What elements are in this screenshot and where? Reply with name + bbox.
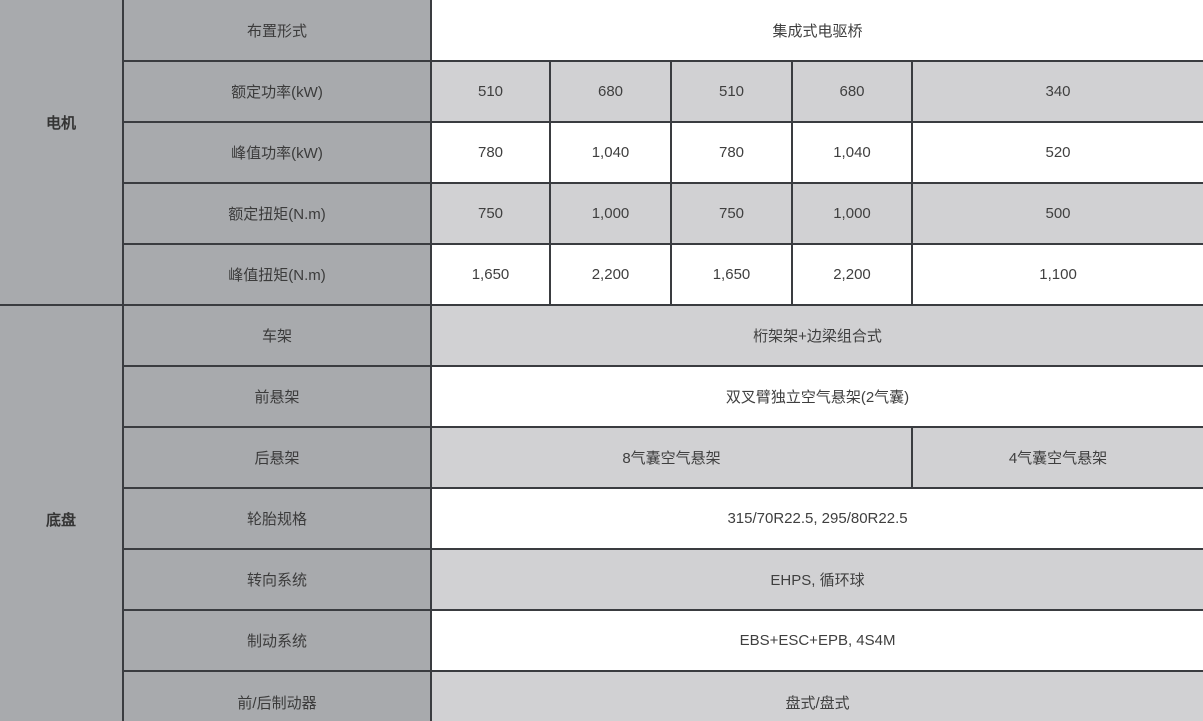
value-cell-frame: 桁架架+边梁组合式 <box>429 304 1203 367</box>
value-cell-peak-power-2: 1,040 <box>549 121 672 184</box>
value-cell-peak-torque-3: 1,650 <box>670 243 793 306</box>
value-cell-peak-power-1: 780 <box>430 121 551 184</box>
value-cell-rated-power-3: 510 <box>670 60 793 123</box>
spec-label-rated-torque: 额定扭矩(N.m) <box>122 182 432 245</box>
value-cell-rated-torque-3: 750 <box>670 182 793 245</box>
value-cell-rear-suspension-alt: 4气囊空气悬架 <box>910 426 1203 489</box>
spec-label-layout-type: 布置形式 <box>122 0 432 62</box>
value-cell-rated-torque-5: 500 <box>910 182 1203 245</box>
spec-label-brake-system: 制动系统 <box>122 609 432 672</box>
table-row: 峰值扭矩(N.m) 1,650 2,200 1,650 2,200 1,100 <box>0 243 1203 306</box>
value-cell-rated-torque-2: 1,000 <box>549 182 672 245</box>
value-cell-rated-power-2: 680 <box>549 60 672 123</box>
value-cell-front-rear-brake: 盘式/盘式 <box>429 670 1203 721</box>
table-row: 轮胎规格 315/70R22.5, 295/80R22.5 <box>0 487 1203 550</box>
value-cell-steering: EHPS, 循环球 <box>429 548 1203 611</box>
table-row: 制动系统 EBS+ESC+EPB, 4S4M <box>0 609 1203 672</box>
spec-label-front-suspension: 前悬架 <box>122 365 432 428</box>
table-row: 前/后制动器 盘式/盘式 <box>0 670 1203 721</box>
spec-label-rear-suspension: 后悬架 <box>122 426 432 489</box>
spec-label-tire: 轮胎规格 <box>122 487 432 550</box>
spec-label-rated-power: 额定功率(kW) <box>122 60 432 123</box>
spec-label-frame: 车架 <box>122 304 432 367</box>
value-cell-rated-power-4: 680 <box>791 60 913 123</box>
table-row: 额定功率(kW) 510 680 510 680 340 <box>0 60 1203 123</box>
value-cell-rated-power-1: 510 <box>430 60 551 123</box>
table-row: 转向系统 EHPS, 循环球 <box>0 548 1203 611</box>
table-row: 电机 布置形式 集成式电驱桥 <box>0 0 1203 306</box>
value-cell-layout-type: 集成式电驱桥 <box>429 0 1203 62</box>
value-cell-front-suspension: 双叉臂独立空气悬架(2气囊) <box>429 365 1203 428</box>
value-cell-peak-torque-1: 1,650 <box>430 243 551 306</box>
value-cell-rated-torque-4: 1,000 <box>791 182 913 245</box>
value-cell-peak-power-5: 520 <box>910 121 1203 184</box>
category-label-chassis: 底盘 <box>45 511 76 529</box>
value-cell-rear-suspension-main: 8气囊空气悬架 <box>430 426 913 489</box>
value-cell-peak-torque-5: 1,100 <box>910 243 1203 306</box>
value-cell-peak-torque-2: 2,200 <box>549 243 672 306</box>
value-cell-peak-torque-4: 2,200 <box>791 243 913 306</box>
category-cell-chassis: 底盘 <box>0 304 124 721</box>
value-cell-peak-power-3: 780 <box>670 121 793 184</box>
table-row: 额定扭矩(N.m) 750 1,000 750 1,000 500 <box>0 182 1203 245</box>
spec-label-front-rear-brake: 前/后制动器 <box>122 670 432 721</box>
value-cell-tire: 315/70R22.5, 295/80R22.5 <box>429 487 1203 550</box>
spec-label-peak-power: 峰值功率(kW) <box>122 121 432 184</box>
table-row: 后悬架 8气囊空气悬架 4气囊空气悬架 <box>0 426 1203 489</box>
value-cell-rated-power-5: 340 <box>910 60 1203 123</box>
category-cell-motor: 电机 <box>0 0 124 306</box>
table-row: 前悬架 双叉臂独立空气悬架(2气囊) <box>0 365 1203 428</box>
value-cell-rated-torque-1: 750 <box>430 182 551 245</box>
value-cell-peak-power-4: 1,040 <box>791 121 913 184</box>
category-label-motor: 电机 <box>45 114 76 132</box>
spec-label-peak-torque: 峰值扭矩(N.m) <box>122 243 432 306</box>
table-row: 峰值功率(kW) 780 1,040 780 1,040 520 <box>0 121 1203 184</box>
table-row: 底盘 车架 桁架架+边梁组合式 <box>0 304 1203 721</box>
value-cell-brake-system: EBS+ESC+EPB, 4S4M <box>429 609 1203 672</box>
spec-label-steering: 转向系统 <box>122 548 432 611</box>
